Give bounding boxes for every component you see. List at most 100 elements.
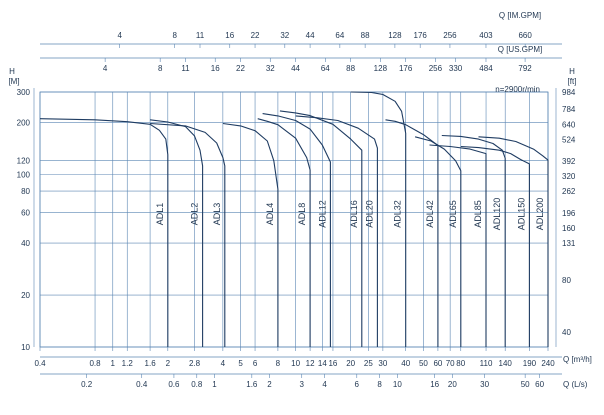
curve-adl8 xyxy=(257,118,311,347)
head-m-axis-unit: [M] xyxy=(8,77,19,86)
series-label-adl42: ADL42 xyxy=(425,200,435,228)
ls-tick-label: 60 xyxy=(535,380,544,389)
head-m-tick-label: 300 xyxy=(17,88,31,97)
us-gpm-tick-label: 88 xyxy=(346,64,355,73)
m3h-tick-label: 6 xyxy=(253,359,258,368)
m3h-tick-label: 190 xyxy=(523,359,537,368)
im-gpm-tick-label: 256 xyxy=(443,31,457,40)
series-label-adl150: ADL150 xyxy=(516,198,526,231)
head-ft-tick-label: 320 xyxy=(562,172,576,181)
head-m-tick-label: 20 xyxy=(21,291,30,300)
head-m-tick-label: 10 xyxy=(21,343,30,352)
im-gpm-tick-label: 88 xyxy=(361,31,370,40)
m3h-tick-label: 1.6 xyxy=(145,359,157,368)
series-label-adl2: ADL2 xyxy=(190,203,200,226)
us-gpm-tick-label: 16 xyxy=(211,64,220,73)
m3h-tick-label: 0.8 xyxy=(89,359,101,368)
curve-adl4 xyxy=(222,122,279,347)
speed-annotation: n=2900r/min xyxy=(495,85,540,94)
us-gpm-tick-label: 330 xyxy=(449,64,463,73)
head-m-tick-label: 100 xyxy=(17,170,31,179)
head-ft-axis-unit: [ft] xyxy=(568,77,577,86)
curve-adl12 xyxy=(262,113,331,347)
m3h-tick-label: 40 xyxy=(401,359,410,368)
curve-adl85 xyxy=(429,144,487,347)
ls-tick-label: 3 xyxy=(300,380,305,389)
ls-tick-label: 30 xyxy=(480,380,489,389)
ls-tick-label: 0.6 xyxy=(168,380,180,389)
im-gpm-tick-label: 660 xyxy=(518,31,532,40)
curve-adl200 xyxy=(478,136,549,347)
series-label-adl200: ADL200 xyxy=(535,198,545,231)
ls-tick-label: 16 xyxy=(430,380,439,389)
m3h-tick-label: 30 xyxy=(378,359,387,368)
m3h-axis-label: Q [m³/h] xyxy=(563,355,592,364)
m3h-tick-label: 20 xyxy=(346,359,355,368)
us-gpm-tick-label: 8 xyxy=(158,64,163,73)
head-m-tick-label: 60 xyxy=(21,209,30,218)
head-ft-tick-label: 40 xyxy=(562,328,571,337)
im-gpm-tick-label: 8 xyxy=(172,31,177,40)
m3h-tick-label: 110 xyxy=(480,359,493,368)
us-gpm-tick-label: 44 xyxy=(291,64,300,73)
ls-tick-label: 0.4 xyxy=(136,380,148,389)
ls-tick-label: 4 xyxy=(322,380,327,389)
ls-tick-label: 2 xyxy=(267,380,272,389)
label-layer: 0.4 0.8 1 1.2 1.6 2 2.8 4 5 6 8 10 12 14 16 20 25 30 40 50 6… xyxy=(8,11,591,389)
im-gpm-tick-label: 64 xyxy=(335,31,344,40)
us-gpm-tick-label: 64 xyxy=(321,64,330,73)
curve-adl65 xyxy=(414,136,462,347)
m3h-tick-label: 240 xyxy=(541,359,555,368)
ls-axis-label: Q (L/s) xyxy=(563,380,588,389)
m3h-tick-label: 4 xyxy=(221,359,226,368)
head-m-tick-label: 200 xyxy=(17,118,31,127)
m3h-tick-label: 140 xyxy=(499,359,513,368)
m3h-tick-label: 2.8 xyxy=(189,359,201,368)
series-label-adl120: ADL120 xyxy=(492,198,502,231)
head-m-tick-label: 80 xyxy=(21,187,30,196)
im-gpm-tick-label: 16 xyxy=(225,31,234,40)
us-gpm-tick-label: 128 xyxy=(374,64,388,73)
head-ft-tick-label: 160 xyxy=(562,224,576,233)
head-ft-tick-label: 784 xyxy=(562,105,576,114)
m3h-tick-label: 70 xyxy=(446,359,455,368)
m3h-tick-label: 12 xyxy=(306,359,315,368)
head-m-axis-label: H xyxy=(9,67,15,76)
m3h-tick-label: 8 xyxy=(276,359,281,368)
head-ft-tick-label: 196 xyxy=(562,209,576,218)
m3h-tick-label: 50 xyxy=(419,359,428,368)
im-gpm-tick-label: 11 xyxy=(196,31,205,40)
ls-tick-label: 6 xyxy=(355,380,360,389)
series-label-adl8: ADL8 xyxy=(297,203,307,226)
m3h-tick-label: 14 xyxy=(318,359,327,368)
head-ft-tick-label: 524 xyxy=(562,135,576,144)
im-gpm-tick-label: 32 xyxy=(280,31,289,40)
im-gpm-tick-label: 128 xyxy=(388,31,402,40)
us-gpm-tick-label: 256 xyxy=(429,64,443,73)
ls-tick-label: 1.6 xyxy=(246,380,258,389)
head-ft-tick-label: 984 xyxy=(562,88,576,97)
im-gpm-axis-label: Q [IM.GPM] xyxy=(499,11,541,20)
series-label-adl20: ADL20 xyxy=(364,200,374,228)
m3h-tick-label: 2 xyxy=(166,359,171,368)
m3h-tick-label: 25 xyxy=(364,359,373,368)
im-gpm-tick-label: 22 xyxy=(251,31,260,40)
m3h-tick-label: 5 xyxy=(238,359,243,368)
series-label-adl1: ADL1 xyxy=(155,203,165,226)
m3h-tick-label: 1 xyxy=(111,359,116,368)
series-label-adl65: ADL65 xyxy=(448,200,458,228)
series-label-adl3: ADL3 xyxy=(212,203,222,226)
head-ft-tick-label: 80 xyxy=(562,276,571,285)
head-ft-tick-label: 392 xyxy=(562,157,576,166)
us-gpm-tick-label: 32 xyxy=(266,64,275,73)
series-label-adl4: ADL4 xyxy=(265,203,275,226)
curve-adl1 xyxy=(39,118,169,347)
curve-adl16 xyxy=(279,110,363,347)
curve-adl42 xyxy=(385,119,439,347)
curve-layer xyxy=(39,91,549,347)
curve-adl32 xyxy=(350,91,407,347)
us-gpm-tick-label: 22 xyxy=(236,64,245,73)
im-gpm-tick-label: 44 xyxy=(306,31,315,40)
series-label-adl32: ADL32 xyxy=(393,200,403,228)
